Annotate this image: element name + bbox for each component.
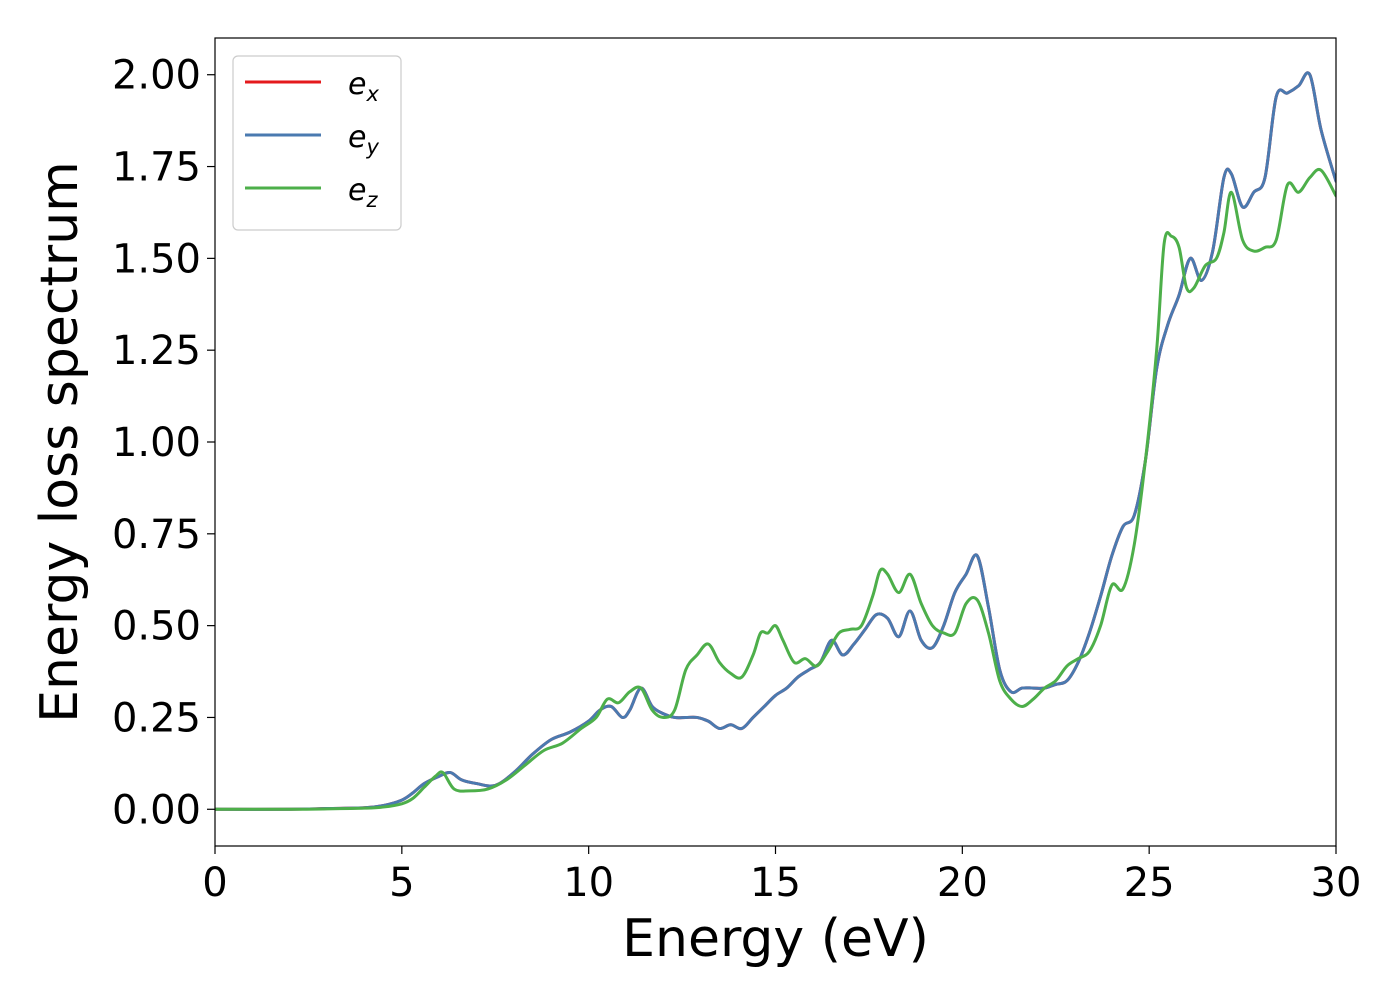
y-tick-label: 2.00 bbox=[112, 53, 201, 99]
x-axis-title: Energy (eV) bbox=[622, 909, 929, 969]
x-tick-label: 20 bbox=[937, 860, 988, 906]
y-tick-label: 0.75 bbox=[112, 512, 201, 558]
y-tick-label: 1.00 bbox=[112, 420, 201, 466]
x-tick-label: 30 bbox=[1311, 860, 1362, 906]
x-tick-label: 0 bbox=[202, 860, 227, 906]
y-tick-label: 1.50 bbox=[112, 236, 201, 282]
series-line-z bbox=[215, 168, 1336, 811]
y-tick-label: 1.25 bbox=[112, 328, 201, 374]
x-tick-label: 15 bbox=[750, 860, 801, 906]
x-tick-label: 25 bbox=[1124, 860, 1175, 906]
x-tick-label: 5 bbox=[389, 860, 414, 906]
y-tick-label: 0.00 bbox=[112, 787, 201, 833]
y-axis-title: Energy loss spectrum bbox=[30, 161, 90, 723]
y-tick-label: 0.25 bbox=[112, 695, 201, 741]
x-tick-label: 10 bbox=[563, 860, 614, 906]
y-tick-label: 0.50 bbox=[112, 604, 201, 650]
series-line-y bbox=[215, 71, 1336, 811]
y-tick-label: 1.75 bbox=[112, 145, 201, 191]
